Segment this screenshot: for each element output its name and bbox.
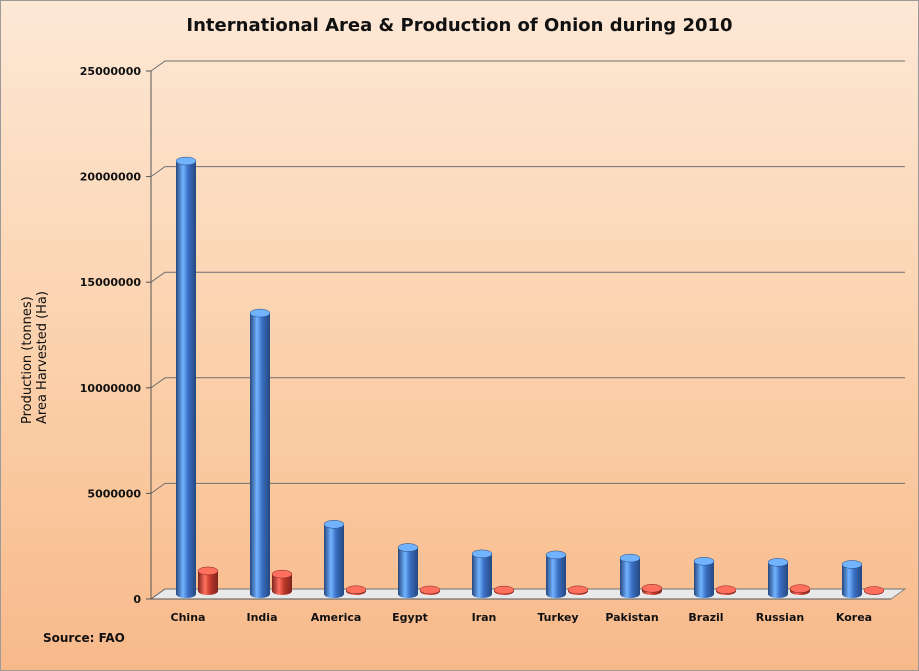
bar-production-india: [250, 313, 270, 598]
x-category-label: Egypt: [392, 611, 428, 624]
bar-top-area-russian: [789, 584, 811, 593]
bar-top-area-america: [345, 585, 367, 594]
bar-top-area-egypt: [419, 585, 441, 595]
x-category-label: Pakistan: [605, 611, 658, 624]
bar-top-area-china: [197, 566, 219, 576]
gridline: [150, 377, 905, 389]
x-category-label: Iran: [472, 611, 497, 624]
y-tick-label: 10000000: [80, 382, 142, 395]
bar-top-area-turkey: [567, 585, 589, 595]
bar-production-egypt: [398, 547, 418, 598]
bar-top-production-america: [323, 520, 345, 529]
bar-production-china: [176, 161, 196, 599]
y-axis-label-line-2: Area Harvested (Ha): [35, 291, 50, 424]
bar-production-korea: [842, 564, 862, 598]
bar-production-iran: [472, 553, 492, 598]
bar-top-production-india: [249, 308, 271, 318]
y-tick-label: 25000000: [80, 65, 142, 78]
x-category-label: India: [247, 611, 278, 624]
y-tick-label: 0: [133, 593, 141, 606]
bar-top-area-brazil: [715, 585, 737, 594]
bar-production-brazil: [694, 561, 714, 598]
bar-top-production-turkey: [545, 550, 567, 560]
bar-top-production-iran: [471, 549, 493, 559]
bar-top-area-india: [271, 569, 293, 579]
bar-area-india: [272, 574, 292, 595]
gridline: [150, 482, 905, 494]
bar-top-area-pakistan: [641, 584, 663, 593]
bar-production-russian: [768, 562, 788, 598]
x-category-label: Korea: [836, 611, 872, 624]
bar-top-area-iran: [493, 585, 515, 595]
bar-top-production-brazil: [693, 557, 715, 566]
bar-production-pakistan: [620, 558, 640, 598]
y-tick-label: 15000000: [80, 276, 142, 289]
bar-top-production-korea: [841, 560, 863, 569]
x-category-label: America: [311, 611, 362, 624]
chart-title: International Area & Production of Onion…: [186, 15, 733, 36]
bar-production-turkey: [546, 554, 566, 598]
x-category-label: Brazil: [688, 611, 723, 624]
bar-top-production-egypt: [397, 543, 419, 552]
bar-top-production-china: [175, 156, 197, 166]
bar-top-production-pakistan: [619, 553, 641, 563]
gridline: [150, 60, 905, 72]
gridline: [150, 166, 905, 178]
bar-top-area-korea: [863, 586, 885, 595]
y-tick-label: 5000000: [87, 487, 141, 500]
y-axis-label-line-1: Production (tonnes): [20, 296, 35, 424]
x-category-label: Turkey: [537, 611, 578, 624]
y-tick-label: 20000000: [80, 171, 142, 184]
source-note: Source: FAO: [43, 631, 125, 645]
bar-top-production-russian: [767, 558, 789, 567]
gridline: [150, 271, 905, 283]
x-category-label: Russian: [756, 611, 804, 624]
bar-production-america: [324, 524, 344, 598]
y-axis-label: Production (tonnes) Area Harvested (Ha): [13, 256, 63, 426]
bar-area-china: [198, 570, 218, 595]
x-category-label: China: [171, 611, 206, 624]
